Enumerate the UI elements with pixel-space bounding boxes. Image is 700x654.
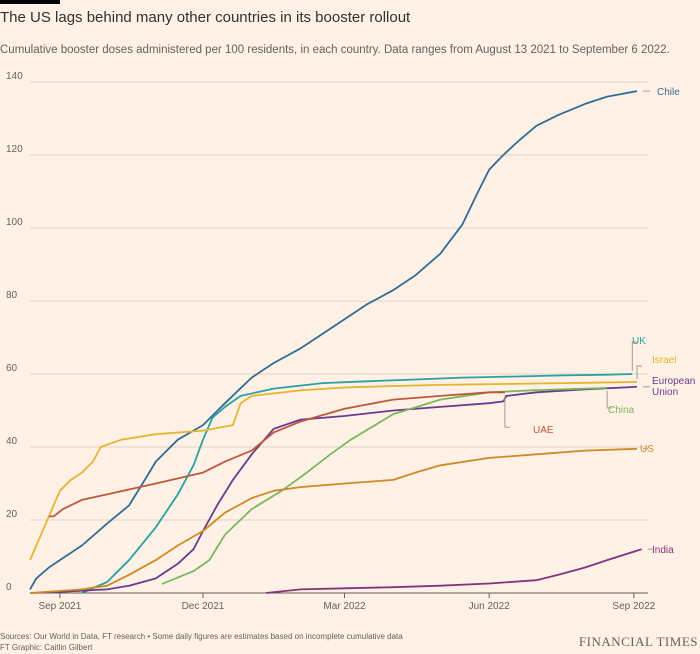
x-tick-label: Sep 2021 bbox=[38, 601, 81, 612]
y-tick-label: 60 bbox=[6, 363, 18, 374]
graphic-credit: FT Graphic: Caitlin Gilbert bbox=[0, 643, 93, 652]
series-label: Israel bbox=[652, 355, 676, 366]
series-label: European Union bbox=[652, 376, 695, 398]
series-line-uae bbox=[48, 391, 505, 518]
ft-top-bar bbox=[0, 0, 60, 4]
series-label: Chile bbox=[657, 87, 680, 98]
series-line-chile bbox=[29, 90, 638, 590]
source-note: Sources: Our World in Data, FT research … bbox=[0, 632, 403, 641]
label-leader-line bbox=[504, 395, 510, 428]
x-tick-label: Jun 2022 bbox=[469, 601, 511, 612]
series-label: UAE bbox=[533, 425, 554, 436]
y-tick-label: 40 bbox=[6, 436, 18, 447]
series-line-uk bbox=[81, 373, 633, 594]
y-tick-label: 140 bbox=[6, 71, 23, 82]
label-leader-line bbox=[631, 341, 638, 371]
y-tick-label: 120 bbox=[6, 144, 23, 155]
series-line-european-union bbox=[29, 385, 638, 594]
x-tick-label: Sep 2022 bbox=[612, 601, 655, 612]
series-line-israel bbox=[29, 381, 638, 561]
y-tick-label: 80 bbox=[6, 290, 18, 301]
series-line-china bbox=[161, 387, 608, 585]
series-label: US bbox=[640, 444, 654, 455]
series-line-india bbox=[265, 548, 642, 594]
chart-subtitle: Cumulative booster doses administered pe… bbox=[0, 44, 670, 56]
x-tick-label: Dec 2021 bbox=[182, 601, 225, 612]
y-tick-label: 20 bbox=[6, 509, 18, 520]
y-tick-label: 100 bbox=[6, 217, 23, 228]
y-tick-label: 0 bbox=[6, 582, 12, 593]
series-line-us bbox=[29, 447, 638, 594]
label-leader-line bbox=[606, 390, 613, 409]
x-tick-label: Mar 2022 bbox=[323, 601, 366, 612]
label-leader-line bbox=[636, 365, 642, 379]
series-label: China bbox=[608, 405, 635, 416]
ft-logo: FINANCIAL TIMES bbox=[578, 634, 698, 649]
chart-title: The US lags behind many other countries … bbox=[0, 9, 411, 26]
series-label: UK bbox=[632, 336, 646, 347]
series-label: India bbox=[652, 545, 674, 556]
